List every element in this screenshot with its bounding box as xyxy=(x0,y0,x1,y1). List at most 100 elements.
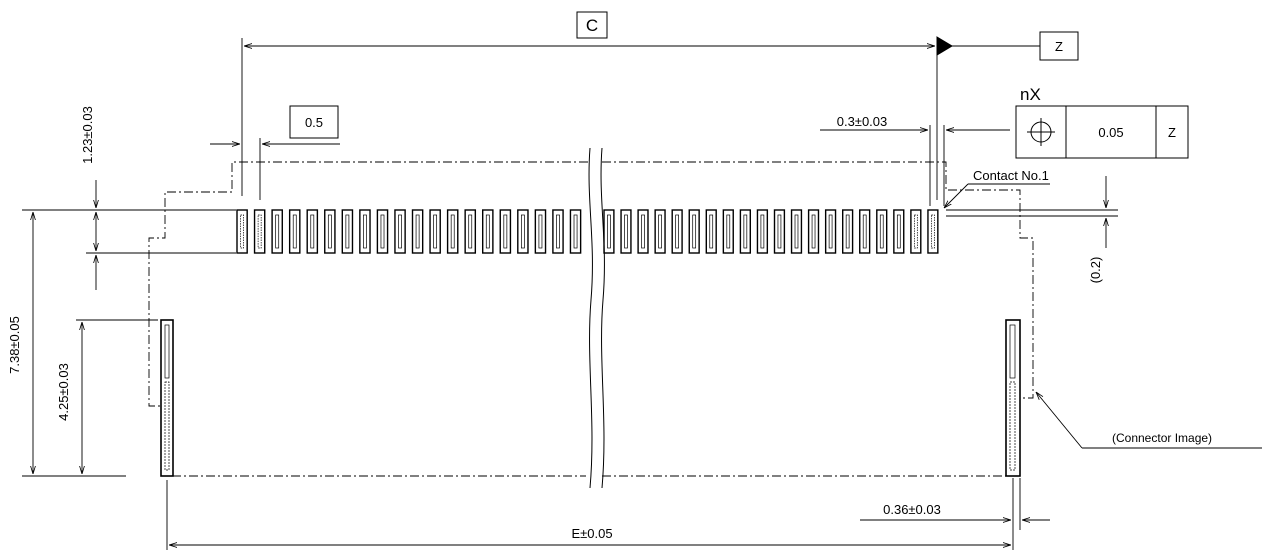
contact-pad-inner xyxy=(398,214,402,249)
contact-pad-inner xyxy=(292,214,297,249)
contact-pad-inner xyxy=(862,214,867,249)
dimension-left-lines xyxy=(22,180,236,477)
contact-pad-inner xyxy=(327,214,332,249)
contact-pad-inner xyxy=(257,214,262,249)
contact-pad xyxy=(824,209,837,254)
contact-width-label: 0.3±0.03 xyxy=(837,114,888,129)
contact-pad xyxy=(773,209,786,254)
contact-pad xyxy=(654,209,666,254)
contact-pad-inner xyxy=(675,214,679,249)
contact-pad xyxy=(429,209,441,254)
contact-pad-inner xyxy=(726,214,731,249)
contact-pad xyxy=(253,209,266,254)
pitch-box xyxy=(289,105,339,139)
contact-pad-inner xyxy=(692,214,697,249)
contact-pad xyxy=(671,209,683,254)
connector-image-label: (Connector Image) xyxy=(1112,431,1212,445)
contact-pad xyxy=(688,209,700,254)
contact-pad-inner xyxy=(538,214,543,249)
contact-no1-label: Contact No.1 xyxy=(973,168,1049,183)
outline-right xyxy=(602,161,1034,399)
contact-pad xyxy=(376,209,389,254)
contact-pad xyxy=(603,209,615,254)
contact-pad xyxy=(236,209,248,254)
contact-pad xyxy=(807,209,820,254)
contact-pad-inner xyxy=(896,214,901,249)
post-right xyxy=(1005,319,1021,477)
connector-image-leader xyxy=(1036,392,1262,449)
contact-pad-inner xyxy=(310,214,315,249)
dimension-edge-gap xyxy=(946,176,1118,248)
contact-pad-inner xyxy=(275,214,280,249)
edge-gap-label: (0.2) xyxy=(1088,257,1103,284)
contact-pad-inner xyxy=(879,214,884,249)
contact-row xyxy=(236,209,939,254)
contact-pad xyxy=(756,209,769,254)
total-depth-label: 7.38±0.05 xyxy=(7,316,22,374)
contact-pad xyxy=(876,209,888,254)
contact-pad xyxy=(288,209,301,254)
contact-pad-inner xyxy=(777,214,782,249)
contact-pad-inner xyxy=(485,214,490,249)
c-label-box xyxy=(576,11,608,39)
contact-pad xyxy=(893,209,905,254)
contact-pad-inner xyxy=(931,214,935,249)
contact-pad-inner xyxy=(450,214,455,249)
contact-pad xyxy=(927,209,939,254)
contact-pad-inner xyxy=(641,214,645,249)
contact-pad xyxy=(705,209,717,254)
c-label: C xyxy=(586,16,598,35)
contact-pad-inner xyxy=(468,214,473,249)
post-width-label: 0.36±0.03 xyxy=(883,502,941,517)
contact-pad-inner xyxy=(760,214,765,249)
contact-pad xyxy=(910,209,922,254)
contact-pad xyxy=(637,209,649,254)
contact-pad xyxy=(620,209,632,254)
contact-pad-inner xyxy=(556,214,560,249)
dimension-post-width xyxy=(860,478,1050,530)
contact-pad xyxy=(552,209,564,254)
outline-left xyxy=(148,161,588,407)
contact-pad xyxy=(859,209,871,254)
dimension-contact-width xyxy=(820,125,1010,206)
contact-pad xyxy=(482,209,494,254)
contact-pad xyxy=(739,209,751,254)
dimension-c xyxy=(241,38,938,200)
pitch-label: 0.5 xyxy=(305,115,323,130)
datum-z: Z xyxy=(936,31,1079,61)
contact-pad xyxy=(534,209,547,254)
datum-z-label: Z xyxy=(1055,39,1063,54)
contact-pad-inner xyxy=(573,214,578,249)
contact-pad xyxy=(411,209,424,254)
contact-pad xyxy=(394,209,406,254)
connector-outline xyxy=(148,161,1034,477)
contact-pad-inner xyxy=(743,214,748,249)
contact-pad xyxy=(722,209,734,254)
position-tolerance-value: 0.05 xyxy=(1098,125,1123,140)
contact-pad-inner xyxy=(794,214,799,249)
contact-pad-inner xyxy=(521,214,525,249)
contact-pad-inner xyxy=(845,214,850,249)
contact-pad xyxy=(446,209,459,254)
contact-pad xyxy=(842,209,854,254)
contact-pad xyxy=(306,209,319,254)
contact-pad-inner xyxy=(380,214,385,249)
position-tolerance-frame xyxy=(1015,105,1189,159)
contact-pad xyxy=(790,209,803,254)
contact-pad xyxy=(499,209,512,254)
dimension-pitch xyxy=(210,138,340,200)
post-height-label: 4.25±0.03 xyxy=(56,363,71,421)
nx-label: nX xyxy=(1020,85,1041,104)
contact-pad-inner xyxy=(607,214,611,249)
overall-length-label: E±0.05 xyxy=(571,526,612,541)
contact-pad xyxy=(341,209,354,254)
contact-pad-inner xyxy=(624,214,628,249)
contact-pad xyxy=(517,209,529,254)
contact-pad-inner xyxy=(658,214,662,249)
contact-pad xyxy=(324,209,336,254)
contact-pad-inner xyxy=(345,214,350,249)
contact-pad xyxy=(569,209,582,254)
contact-pad-inner xyxy=(811,214,816,249)
